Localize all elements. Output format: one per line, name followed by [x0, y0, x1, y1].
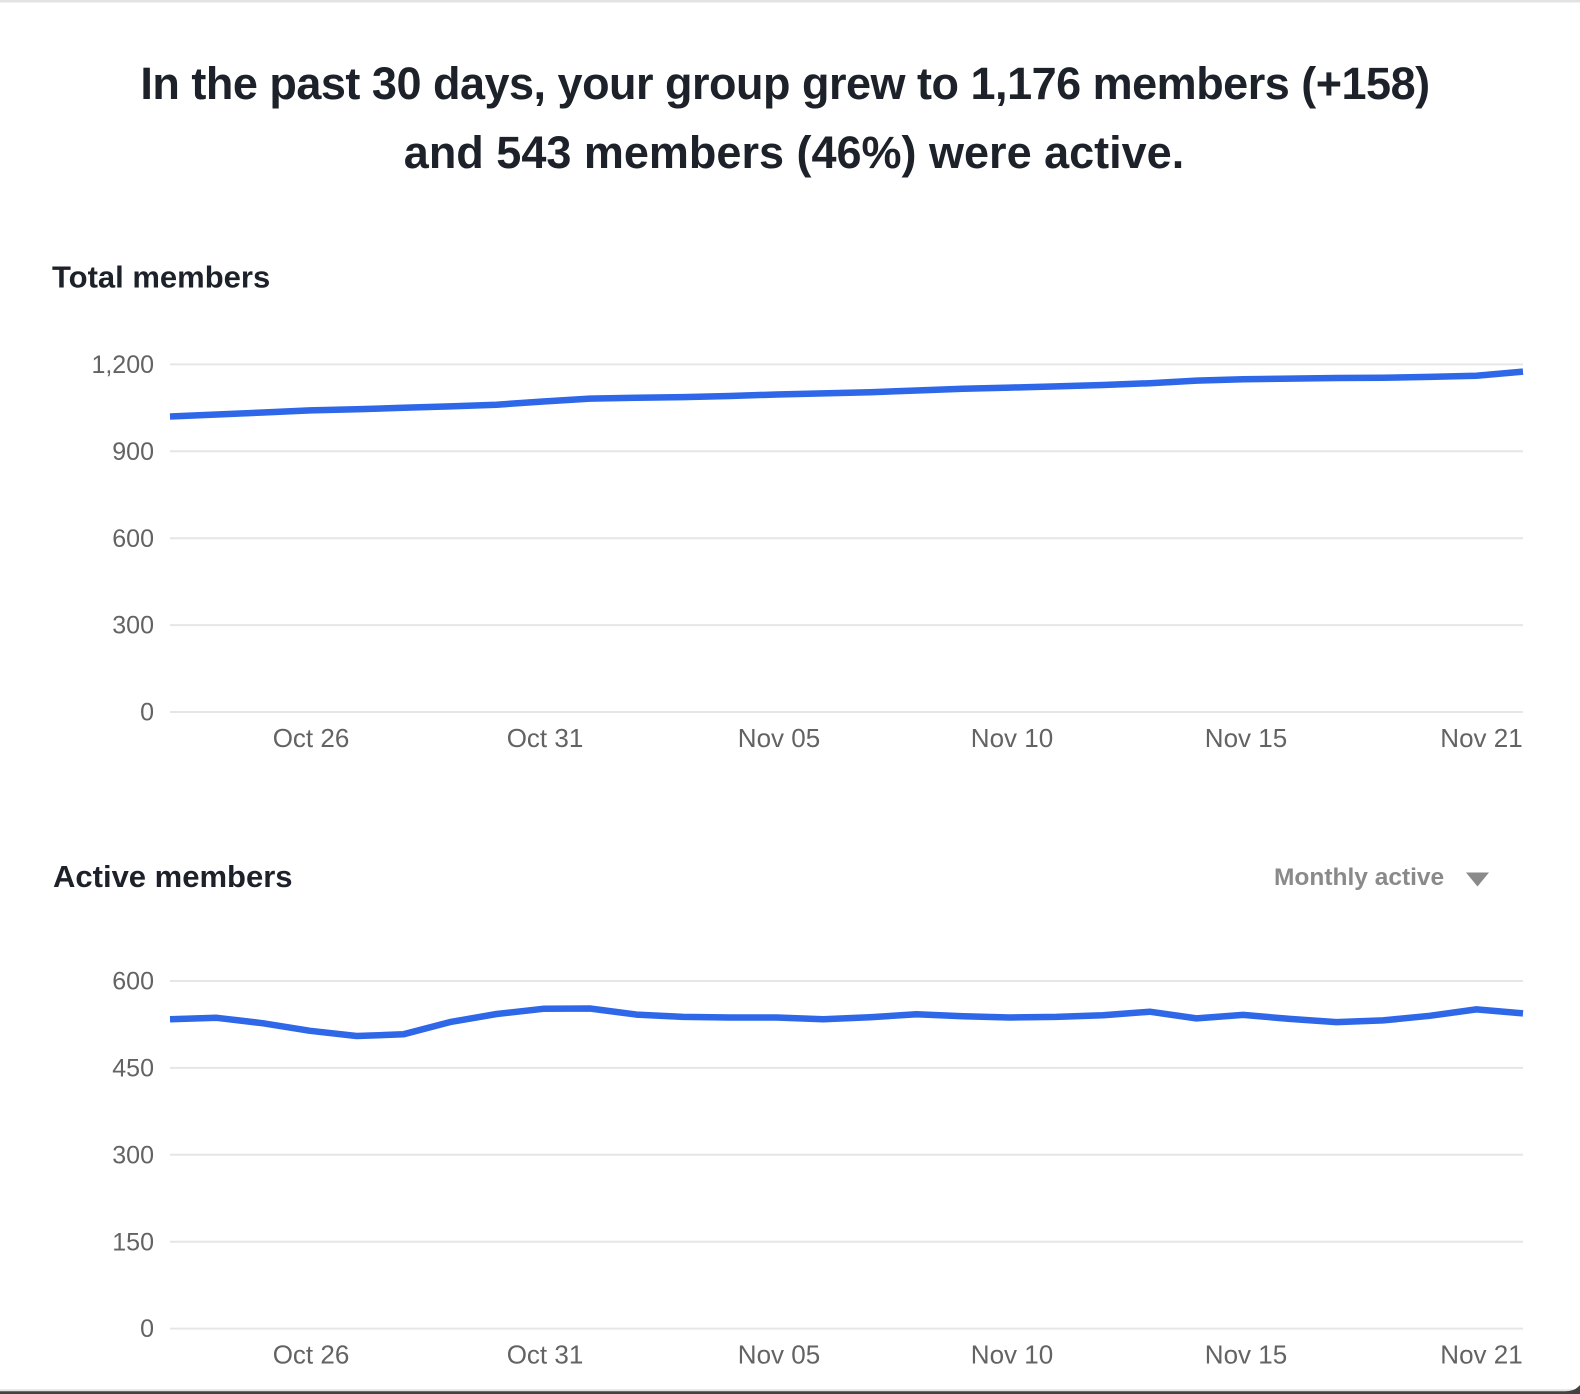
svg-text:1,200: 1,200 — [91, 351, 154, 379]
svg-text:and 543 members (46%) were act: and 543 members (46%) were active. — [404, 127, 1184, 178]
svg-text:0: 0 — [140, 1315, 154, 1343]
svg-text:Active members: Active members — [53, 859, 293, 894]
svg-text:In the past 30 days, your grou: In the past 30 days, your group grew to … — [140, 58, 1429, 109]
svg-text:Nov 05: Nov 05 — [738, 1340, 820, 1370]
svg-text:600: 600 — [112, 525, 154, 553]
svg-text:900: 900 — [112, 438, 154, 466]
svg-text:Oct 26: Oct 26 — [273, 723, 350, 753]
svg-text:Oct 31: Oct 31 — [507, 723, 584, 753]
svg-text:Nov 10: Nov 10 — [971, 1340, 1053, 1370]
svg-text:300: 300 — [112, 1141, 154, 1169]
svg-text:Nov 10: Nov 10 — [971, 723, 1053, 753]
svg-text:Nov 05: Nov 05 — [738, 723, 820, 753]
svg-text:300: 300 — [112, 612, 154, 640]
svg-text:600: 600 — [112, 968, 154, 996]
svg-text:Total members: Total members — [52, 260, 270, 295]
svg-text:Nov 15: Nov 15 — [1205, 1340, 1287, 1370]
svg-text:Oct 26: Oct 26 — [273, 1340, 350, 1370]
svg-text:150: 150 — [112, 1228, 154, 1256]
svg-text:Nov 15: Nov 15 — [1205, 723, 1287, 753]
svg-text:0: 0 — [140, 699, 154, 727]
svg-text:450: 450 — [112, 1055, 154, 1083]
svg-text:Oct 31: Oct 31 — [507, 1340, 584, 1370]
svg-text:Monthly active: Monthly active — [1274, 864, 1444, 891]
svg-text:Nov 21: Nov 21 — [1440, 723, 1522, 753]
svg-text:Nov 21: Nov 21 — [1440, 1340, 1522, 1370]
